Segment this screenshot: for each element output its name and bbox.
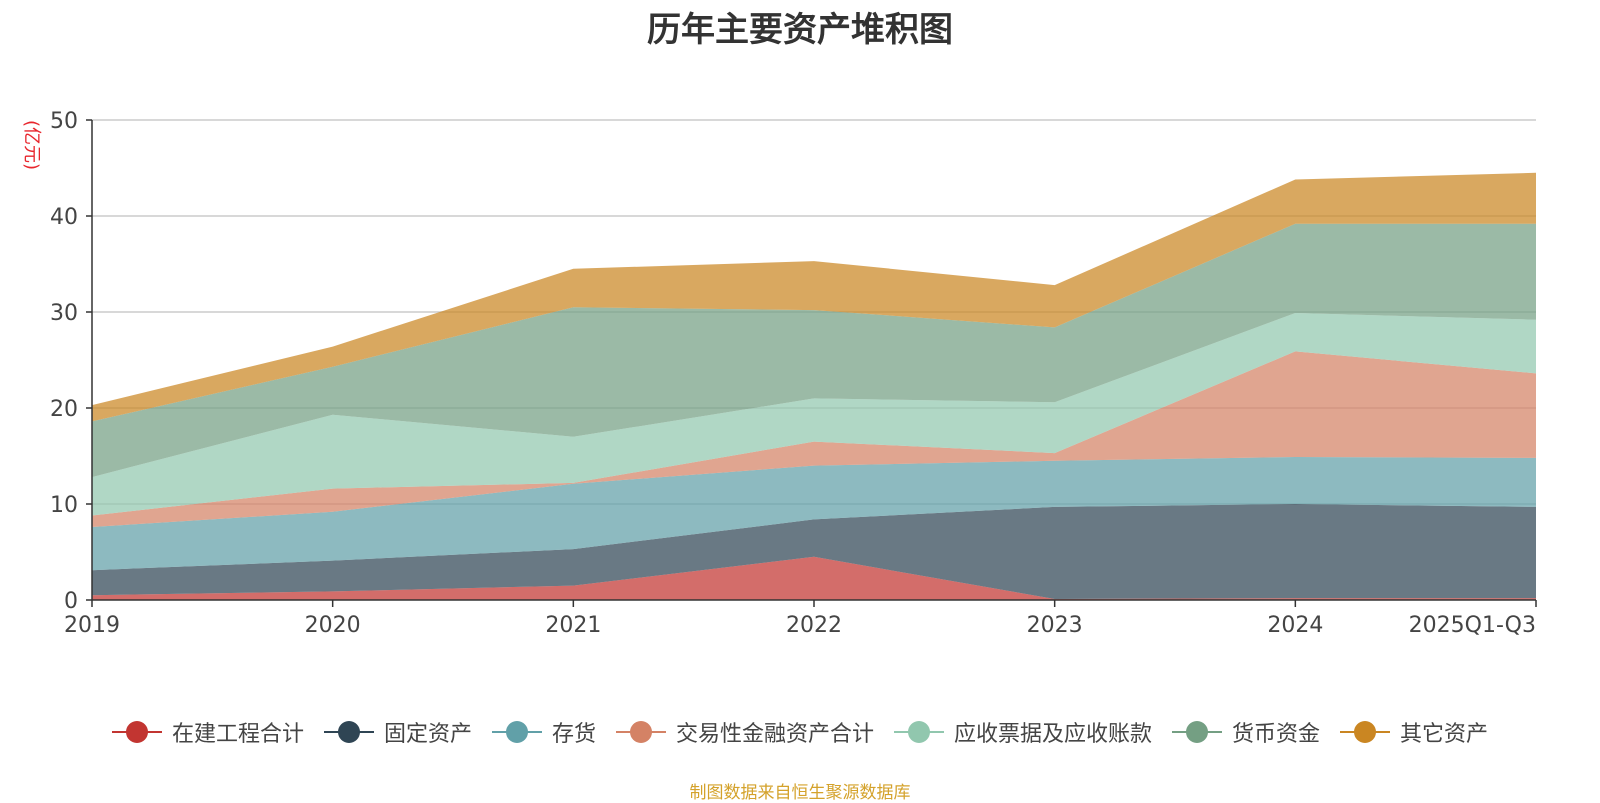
legend-marker-icon bbox=[1172, 719, 1223, 745]
legend-dot bbox=[125, 721, 148, 743]
legend-dot bbox=[1186, 721, 1209, 743]
y-tick-label: 20 bbox=[50, 397, 78, 422]
y-axis-unit-label: (亿元) bbox=[21, 120, 42, 170]
y-tick-label: 10 bbox=[50, 493, 78, 518]
area-series-6[interactable] bbox=[92, 172, 1536, 422]
y-tick-label: 30 bbox=[50, 301, 78, 326]
x-tick-label: 2020 bbox=[305, 613, 361, 638]
x-tick-label: 2019 bbox=[64, 613, 120, 638]
legend-label: 在建工程合计 bbox=[171, 722, 304, 747]
y-tick-label: 50 bbox=[50, 109, 78, 134]
axis-layer: 0 10 20 30 40 50 2019 2020 2021 2022 2023 2024 2025Q… bbox=[50, 109, 1537, 638]
legend-item-1[interactable]: 固定资产 bbox=[323, 716, 472, 748]
source-note: 制图数据来自恒生聚源数据库 bbox=[689, 783, 911, 803]
legend-marker-icon bbox=[111, 719, 162, 745]
area-series-4[interactable] bbox=[92, 313, 1536, 516]
area-series-5[interactable] bbox=[92, 223, 1536, 478]
chart-title: 历年主要资产堆积图 bbox=[647, 10, 953, 50]
legend-marker-icon bbox=[323, 719, 374, 745]
legend-label: 存货 bbox=[551, 722, 596, 747]
legend-label: 货币资金 bbox=[1232, 722, 1321, 747]
legend-marker-icon bbox=[894, 719, 944, 745]
x-tick-label: 2022 bbox=[786, 613, 842, 638]
x-tick-label: 2021 bbox=[545, 613, 601, 638]
legend-item-6[interactable]: 其它资产 bbox=[1340, 716, 1488, 748]
legend-item-5[interactable]: 货币资金 bbox=[1172, 716, 1320, 748]
legend-marker-icon bbox=[1340, 719, 1391, 745]
x-tick-label: 2023 bbox=[1027, 613, 1083, 638]
legend-dot bbox=[908, 721, 930, 743]
legend-marker-icon bbox=[615, 719, 666, 745]
area-layer bbox=[92, 172, 1536, 600]
legend-dot bbox=[1354, 721, 1377, 743]
y-tick-label: 0 bbox=[64, 589, 78, 614]
legend-label: 交易性金融资产合计 bbox=[675, 722, 874, 747]
legend-item-0[interactable]: 在建工程合计 bbox=[111, 716, 304, 748]
legend-label: 其它资产 bbox=[1400, 722, 1489, 747]
legend: 在建工程合计 固定资产 存货 交易性金融资产合计 应收票据及应收账款 货币资金 其它资产 bbox=[0, 716, 1600, 748]
x-tick-label: 2024 bbox=[1267, 613, 1323, 638]
legend-item-3[interactable]: 交易性金融资产合计 bbox=[615, 716, 874, 748]
area-series-1[interactable] bbox=[92, 504, 1536, 599]
legend-label: 应收票据及应收账款 bbox=[954, 722, 1153, 747]
legend-dot bbox=[505, 721, 528, 743]
legend-dot bbox=[337, 721, 360, 743]
area-series-3[interactable] bbox=[92, 351, 1536, 527]
legend-item-4[interactable]: 应收票据及应收账款 bbox=[894, 716, 1152, 748]
legend-dot bbox=[629, 721, 652, 743]
legend-item-2[interactable]: 存货 bbox=[491, 716, 596, 748]
legend-marker-icon bbox=[491, 719, 542, 745]
area-series-0[interactable] bbox=[92, 556, 1536, 600]
y-tick-label: 40 bbox=[50, 205, 78, 230]
area-series-2[interactable] bbox=[92, 457, 1536, 571]
legend-label: 固定资产 bbox=[383, 722, 472, 747]
x-tick-label: 2025Q1-Q3 bbox=[1409, 613, 1536, 638]
